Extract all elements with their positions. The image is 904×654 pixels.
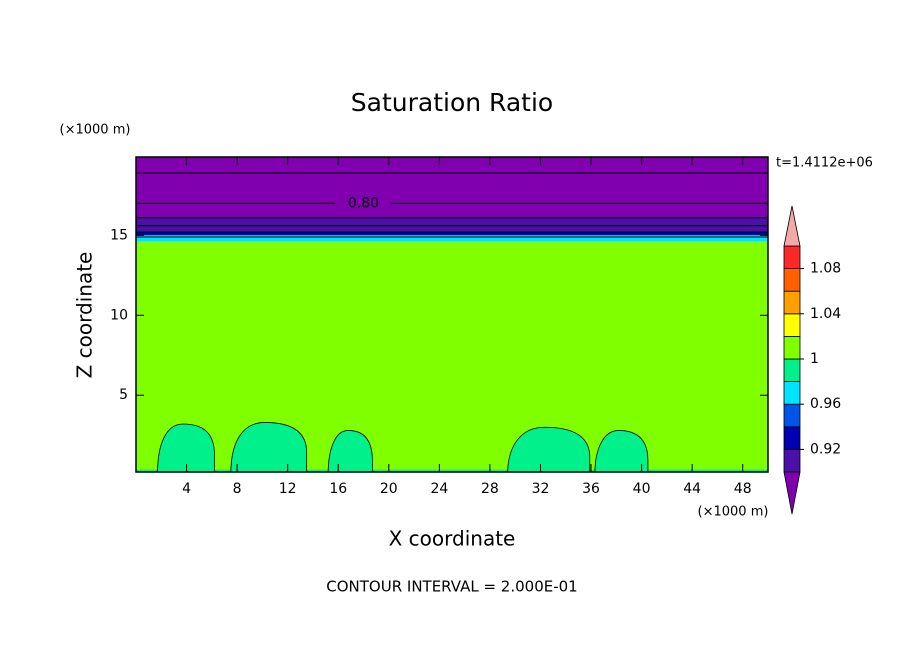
y-unit: (×1000 m) — [60, 123, 131, 138]
time-label: t=1.4112e+06 — [776, 156, 873, 171]
colorbar-segment — [783, 245, 801, 270]
footer: CONTOUR INTERVAL = 2.000E-01 — [326, 578, 577, 596]
contour-label: 0.80 — [348, 195, 379, 211]
plot-frame — [135, 156, 769, 473]
cell — [327, 430, 373, 472]
colorbar-segment — [783, 335, 801, 360]
chart-title: Saturation Ratio — [351, 88, 553, 117]
cell — [507, 426, 591, 472]
colorbar-under — [783, 471, 801, 515]
x-tick-label: 20 — [380, 481, 398, 497]
colorbar-segment — [783, 268, 801, 292]
x-tick-label: 40 — [633, 481, 651, 497]
colorbar-over — [783, 205, 801, 247]
x-tick-label: 12 — [279, 481, 297, 497]
y-tick-label: 10 — [110, 307, 128, 323]
y-tick-label: 15 — [110, 227, 128, 243]
cell — [230, 422, 308, 472]
x-tick-label: 8 — [233, 481, 242, 497]
colorbar-segment — [783, 358, 801, 383]
colorbar-segment — [783, 290, 801, 315]
x-unit: (×1000 m) — [698, 505, 769, 520]
x-tick-label: 32 — [532, 481, 550, 497]
colorbar-tick-label: 1.04 — [810, 306, 841, 322]
colorbar-segment — [783, 448, 801, 473]
band — [136, 157, 768, 218]
x-tick-label: 4 — [182, 481, 191, 497]
band — [136, 235, 768, 242]
y-axis-label: Z coordinate — [73, 252, 97, 379]
colorbar-segment — [783, 426, 801, 450]
cell — [157, 423, 215, 472]
cell — [594, 430, 649, 472]
band — [136, 232, 768, 236]
band — [136, 469, 768, 472]
x-tick-label: 48 — [734, 481, 752, 497]
colorbar-tick-label: 0.96 — [810, 396, 841, 412]
colorbar-tick-label: 1 — [810, 351, 819, 367]
colorbar-segment — [783, 313, 801, 337]
x-tick-label: 44 — [683, 481, 701, 497]
colorbar-segment — [783, 381, 801, 405]
band — [136, 241, 768, 472]
x-tick-label: 24 — [430, 481, 448, 497]
x-tick-label: 36 — [582, 481, 600, 497]
x-tick-label: 28 — [481, 481, 499, 497]
x-tick-label: 16 — [329, 481, 347, 497]
colorbar-tick-label: 1.08 — [810, 261, 841, 277]
x-axis-label: X coordinate — [389, 527, 516, 551]
y-tick-label: 5 — [119, 387, 128, 403]
band — [136, 217, 768, 233]
plot-area: 0.80 — [136, 157, 768, 472]
colorbar-tick-label: 0.92 — [810, 441, 841, 457]
colorbar-segment — [783, 403, 801, 428]
